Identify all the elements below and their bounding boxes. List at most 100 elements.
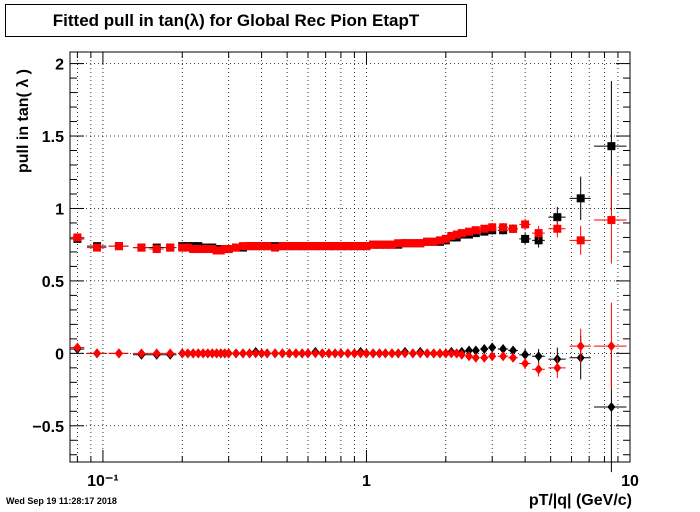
data-point (350, 242, 359, 251)
data-point (251, 242, 260, 251)
data-point (166, 348, 175, 359)
data-point (183, 243, 192, 252)
data-point (303, 242, 312, 251)
data-point (324, 242, 333, 251)
data-point (137, 243, 146, 252)
y-tick-label: 0 (55, 346, 64, 363)
data-point (480, 343, 489, 354)
data-point (343, 348, 352, 359)
data-point (318, 242, 327, 251)
data-point (208, 245, 217, 254)
data-point (199, 245, 208, 254)
data-point (216, 348, 225, 359)
data-point (166, 243, 175, 252)
data-point (447, 231, 456, 240)
y-axis-label: pull in tan( λ ) (15, 69, 32, 173)
timestamp: Wed Sep 19 11:28:17 2018 (6, 496, 117, 506)
data-point (423, 348, 432, 359)
data-point (152, 348, 161, 359)
data-point (212, 348, 221, 359)
data-point (212, 246, 221, 255)
series-0 (70, 80, 627, 254)
y-tick-label: 1.5 (42, 129, 64, 146)
data-point (400, 239, 409, 248)
data-point (408, 348, 417, 359)
data-point (73, 342, 82, 353)
data-point (216, 246, 225, 255)
data-point (534, 351, 543, 362)
data-point (457, 349, 466, 360)
data-point (194, 348, 203, 359)
data-point (435, 348, 444, 359)
data-point (278, 242, 287, 251)
data-point (375, 348, 384, 359)
data-point (303, 348, 312, 359)
data-point (423, 237, 432, 246)
chart-title: Fitted pull in tan(λ) for Global Rec Pio… (5, 4, 467, 37)
data-point (488, 351, 497, 362)
data-point (318, 348, 327, 359)
data-point (480, 224, 489, 233)
x-axis-label: pT/|q| (GeV/c) (528, 492, 632, 509)
data-point (465, 227, 474, 236)
data-point (224, 245, 233, 254)
data-point (607, 216, 616, 225)
data-point (381, 240, 390, 249)
data-point (245, 348, 254, 359)
data-point (336, 242, 345, 251)
data-point (534, 364, 543, 375)
data-point (400, 348, 409, 359)
data-point (471, 352, 480, 363)
data-point (499, 343, 508, 354)
data-point (369, 348, 378, 359)
data-point (208, 348, 217, 359)
data-point (607, 142, 616, 151)
data-point (183, 348, 192, 359)
y-tick-label: 1 (55, 201, 64, 218)
data-point (416, 348, 425, 359)
data-point (285, 348, 294, 359)
data-point (271, 348, 280, 359)
data-point (238, 242, 247, 251)
data-point (178, 243, 187, 252)
data-point (441, 348, 450, 359)
grid-lines (70, 52, 631, 462)
data-point (285, 242, 294, 251)
data-point (457, 229, 466, 238)
data-point (356, 348, 365, 359)
data-point (114, 348, 123, 359)
data-point (369, 240, 378, 249)
data-point (194, 245, 203, 254)
data-point (447, 348, 456, 359)
data-point (114, 242, 123, 251)
data-point (408, 239, 417, 248)
data-point (435, 236, 444, 245)
data-point (394, 239, 403, 248)
data-point (350, 348, 359, 359)
data-point (471, 345, 480, 356)
data-point (381, 348, 390, 359)
data-point (178, 348, 187, 359)
data-point (291, 242, 300, 251)
data-point (362, 348, 371, 359)
data-point (488, 342, 497, 353)
y-tick-label: −0.5 (32, 419, 64, 436)
data-point (488, 223, 497, 232)
data-point (416, 239, 425, 248)
data-point (534, 229, 543, 238)
data-point (553, 362, 562, 373)
data-point (553, 224, 562, 233)
data-point (429, 237, 438, 246)
y-tick-label: 0.5 (42, 274, 64, 291)
data-point (311, 348, 320, 359)
data-point (137, 348, 146, 359)
data-point (576, 236, 585, 245)
data-point (499, 223, 508, 232)
axis-ticks (70, 52, 631, 462)
tick-labels: 10⁻¹ 1 10 −0.5 0 0.5 1 1.5 2 (32, 57, 639, 490)
data-point (232, 348, 241, 359)
series-3 (70, 302, 627, 390)
data-point (93, 348, 102, 359)
y-axis-label-wrap: pull in tan( λ ) (4, 69, 38, 173)
data-point (343, 242, 352, 251)
